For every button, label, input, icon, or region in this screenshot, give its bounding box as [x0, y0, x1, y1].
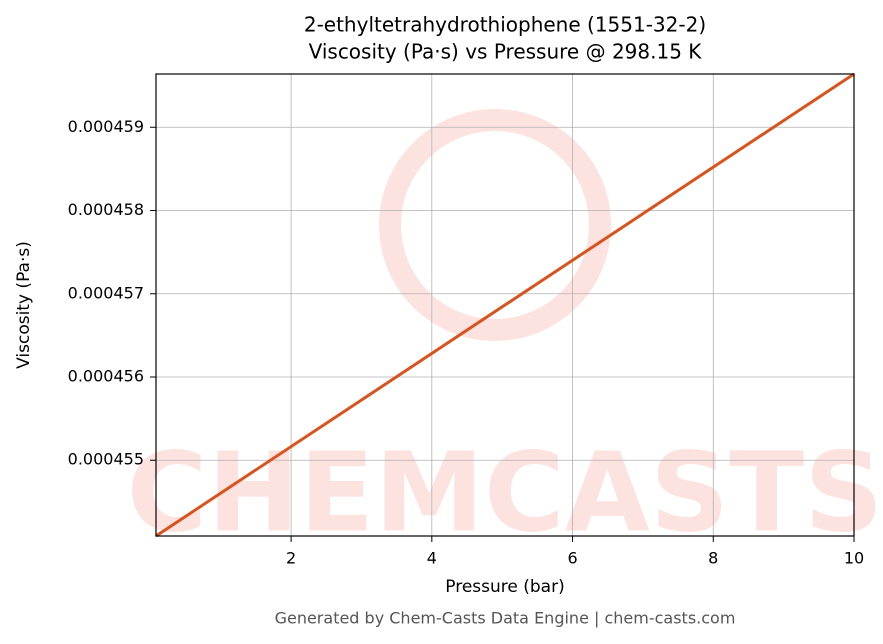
- x-tick-label: 6: [567, 549, 577, 568]
- y-tick-label: 0.000458: [68, 200, 144, 219]
- footer: Generated by Chem-Casts Data Engine | ch…: [275, 609, 736, 628]
- x-tick-label: 8: [708, 549, 718, 568]
- chart-subtitle: Viscosity (Pa·s) vs Pressure @ 298.15 K: [309, 40, 703, 64]
- x-tick-label: 2: [286, 549, 296, 568]
- watermark: CHEMCASTS: [127, 428, 883, 556]
- x-tick-label: 4: [427, 549, 437, 568]
- y-axis-label: Viscosity (Pa·s): [14, 241, 34, 369]
- y-tick-label: 0.000459: [68, 117, 144, 136]
- watermark-logo: [379, 109, 611, 341]
- plot-frame: [155, 73, 855, 537]
- data-line: [155, 72, 855, 538]
- chart-title: 2-ethyltetrahydrothiophene (1551-32-2): [304, 13, 706, 37]
- x-tick-label: 10: [844, 549, 864, 568]
- y-tick-label: 0.000457: [68, 283, 144, 302]
- y-tick-label: 0.000456: [68, 367, 144, 386]
- y-tick-label: 0.000455: [68, 450, 144, 469]
- x-axis-label: Pressure (bar): [445, 577, 564, 597]
